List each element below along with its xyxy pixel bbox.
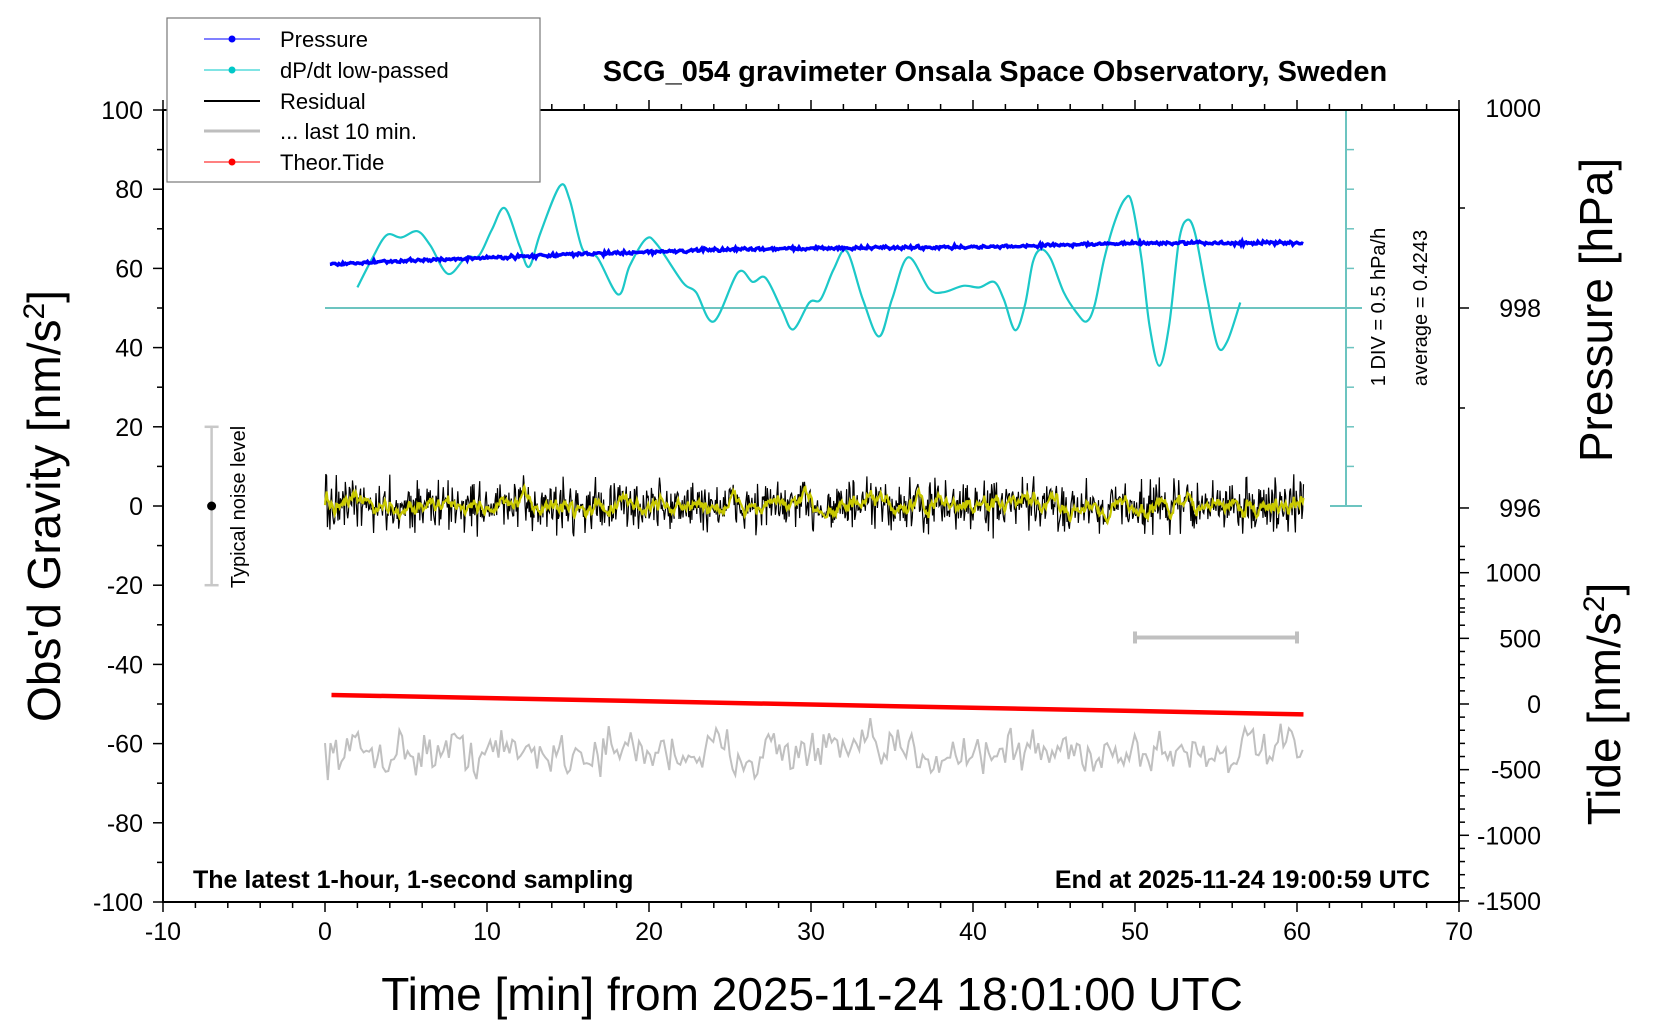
tide-tick-label: 0 — [1527, 691, 1541, 719]
legend-item-last10: ... last 10 min. — [204, 119, 417, 144]
pressure-tick-label: 1000 — [1485, 95, 1541, 123]
legend-label: dP/dt low-passed — [280, 58, 449, 83]
x-tick-label: -10 — [145, 918, 181, 946]
x-tick-label: 0 — [318, 918, 332, 946]
tide-tick-label: -500 — [1491, 757, 1541, 785]
chart-title: SCG_054 gravimeter Onsala Space Observat… — [603, 56, 1387, 88]
x-tick-label: 50 — [1121, 918, 1149, 946]
plot-marks — [204, 109, 1362, 781]
y-axis-title-tide: Tide [nm/s2] — [1578, 583, 1630, 826]
noise-level-label: Typical noise level — [228, 426, 250, 588]
y-tick-label: -80 — [107, 810, 143, 838]
dpdt-series-line — [356, 183, 1242, 367]
pressure-tick-label: 998 — [1499, 295, 1541, 323]
legend-label: Residual — [280, 89, 366, 114]
footer-left: The latest 1-hour, 1-second sampling — [193, 866, 633, 894]
x-tick-label: 20 — [635, 918, 663, 946]
x-axis-title: Time [min] from 2025-11-24 18:01:00 UTC — [381, 968, 1243, 1020]
x-tick-label: 10 — [473, 918, 501, 946]
y-tick-label: -100 — [93, 889, 143, 917]
y-tick-label: -20 — [107, 572, 143, 600]
legend-item-dpdt: dP/dt low-passed — [204, 58, 449, 83]
legend-item-tide: Theor.Tide — [204, 150, 384, 175]
tide-tick-label: -1000 — [1477, 822, 1541, 850]
x-tick-label: 40 — [959, 918, 987, 946]
y-axis-title-left: Obs'd Gravity [nm/s2] — [18, 290, 70, 722]
legend-item-residual: Residual — [204, 89, 366, 114]
axes: -10 0 10 20 30 40 50 60 70100806040200-20-40-60-… — [93, 95, 1541, 946]
y-axis-title-pressure: Pressure [hPa] — [1570, 158, 1622, 462]
y-tick-label: -40 — [107, 651, 143, 679]
y-tick-label: 20 — [115, 414, 143, 442]
pressure-series-line — [329, 236, 1304, 268]
dpdt-average-label: average = 0.4243 — [1410, 230, 1432, 386]
legend-label: Theor.Tide — [280, 150, 384, 175]
tide-tick-label: 500 — [1499, 625, 1541, 653]
noise-level-dot — [207, 501, 217, 511]
x-tick-label: 30 — [797, 918, 825, 946]
y-tick-label: 0 — [129, 493, 143, 521]
plot-frame — [162, 109, 1460, 903]
y-tick-label: 40 — [115, 335, 143, 363]
x-tick-label: 70 — [1445, 918, 1473, 946]
legend: Pressure dP/dt low-passed Residual ... l… — [166, 17, 541, 183]
dpdt-scale-label: 1 DIV = 0.5 hPa/h — [1368, 228, 1390, 386]
tide-tick-label: -1500 — [1477, 888, 1541, 916]
tide-series-line — [331, 692, 1304, 717]
legend-item-pressure: Pressure — [204, 27, 368, 52]
footer-right: End at 2025-11-24 19:00:59 UTC — [1055, 866, 1430, 894]
last10-series-line — [324, 718, 1304, 781]
pressure-tick-label: 996 — [1499, 495, 1541, 523]
y-tick-label: 60 — [115, 255, 143, 283]
legend-label: Pressure — [280, 27, 368, 52]
tide-tick-label: 1000 — [1485, 560, 1541, 588]
y-tick-label: 80 — [115, 176, 143, 204]
x-tick-label: 60 — [1283, 918, 1311, 946]
legend-label: ... last 10 min. — [280, 119, 417, 144]
residual-smoothed-line — [323, 483, 1305, 526]
y-tick-label: -60 — [107, 731, 143, 759]
y-tick-label: 100 — [101, 97, 143, 125]
